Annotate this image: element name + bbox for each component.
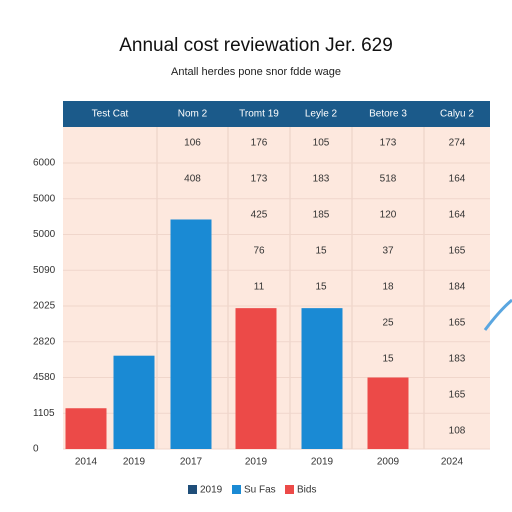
x-tick-label: 2019 xyxy=(123,457,146,468)
legend-label: Bids xyxy=(297,485,316,496)
table-cell: 15 xyxy=(315,246,327,257)
table-cell: 185 xyxy=(313,210,330,221)
table-header xyxy=(63,101,490,127)
header-cell: Leyle 2 xyxy=(305,109,338,120)
header-cell: Calyu 2 xyxy=(440,109,474,120)
y-tick-label: 1105 xyxy=(33,408,55,419)
x-tick-label: 2024 xyxy=(441,457,464,468)
legend-label: Su Fas xyxy=(244,485,276,496)
y-tick-label: 2820 xyxy=(33,336,56,347)
table-cell: 105 xyxy=(313,138,330,149)
table-cell: 173 xyxy=(251,174,268,185)
table-cell: 164 xyxy=(449,210,466,221)
bar xyxy=(170,219,212,449)
table-cell: 274 xyxy=(449,138,466,149)
bar xyxy=(113,355,155,449)
legend-swatch xyxy=(285,485,294,494)
table-cell: 184 xyxy=(449,282,466,293)
table-cell: 76 xyxy=(253,246,265,257)
chart-subtitle: Antall herdes pone snor fdde wage xyxy=(171,66,341,78)
table-cell: 11 xyxy=(254,282,265,293)
table-cell: 15 xyxy=(382,354,394,365)
table-cell: 108 xyxy=(449,426,466,437)
table-cell: 183 xyxy=(313,174,330,185)
table-cell: 164 xyxy=(449,174,466,185)
table-cell: 18 xyxy=(382,282,394,293)
table-cell: 518 xyxy=(380,174,397,185)
y-tick-label: 5090 xyxy=(33,265,56,276)
bar xyxy=(301,308,343,449)
table-cell: 176 xyxy=(251,138,268,149)
legend-swatch xyxy=(232,485,241,494)
decoration xyxy=(483,298,512,331)
bar xyxy=(367,377,409,449)
table-cell: 120 xyxy=(380,210,397,221)
table-cell: 165 xyxy=(449,246,466,257)
x-tick-label: 2009 xyxy=(377,457,400,468)
legend-label: 2019 xyxy=(200,485,223,496)
table-cell: 425 xyxy=(251,210,268,221)
y-tick-label: 5000 xyxy=(33,193,56,204)
y-tick-label: 4580 xyxy=(33,372,56,383)
chart-title: Annual cost reviewation Jer. 629 xyxy=(119,35,393,56)
table-cell: 106 xyxy=(184,138,201,149)
bar xyxy=(65,408,107,449)
header-cell: Tromt 19 xyxy=(239,109,279,120)
table-cell: 37 xyxy=(382,246,394,257)
x-tick-label: 2017 xyxy=(180,457,203,468)
table-cell: 25 xyxy=(382,318,394,329)
y-tick-label: 2025 xyxy=(33,301,56,312)
table-cell: 165 xyxy=(449,390,466,401)
x-tick-label: 2019 xyxy=(245,457,268,468)
table-cell: 15 xyxy=(315,282,327,293)
y-tick-label: 6000 xyxy=(33,158,56,169)
bar xyxy=(235,308,277,449)
x-tick-label: 2019 xyxy=(311,457,334,468)
header-cell: Betore 3 xyxy=(369,109,407,120)
table-cell: 173 xyxy=(380,138,397,149)
table-cell: 183 xyxy=(449,354,466,365)
header-cell: Nom 2 xyxy=(178,109,208,120)
y-tick-label: 5000 xyxy=(33,229,56,240)
legend-swatch xyxy=(188,485,197,494)
table-cell: 165 xyxy=(449,318,466,329)
table-cell: 408 xyxy=(184,174,201,185)
x-tick-label: 2014 xyxy=(75,457,98,468)
y-tick-label: 0 xyxy=(33,444,39,455)
header-cell: Test Cat xyxy=(92,109,129,120)
